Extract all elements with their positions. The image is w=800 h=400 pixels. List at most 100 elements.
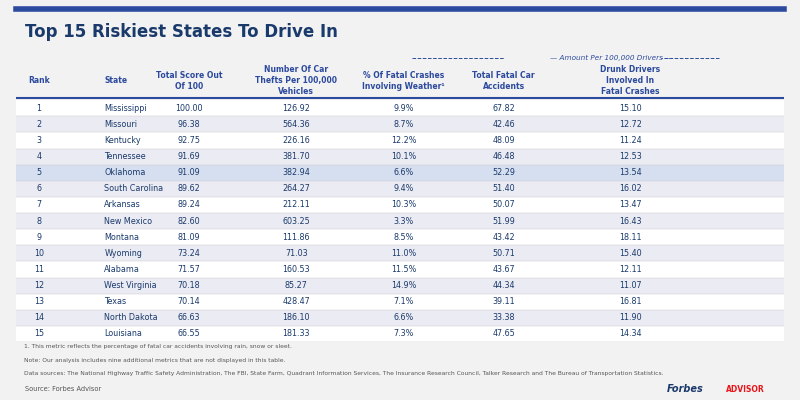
Text: 15.40: 15.40 (619, 249, 642, 258)
Bar (16, 326, 784, 342)
Text: 82.60: 82.60 (178, 217, 200, 226)
Bar (16, 181, 784, 197)
Text: 96.38: 96.38 (178, 120, 200, 129)
Bar (16, 197, 784, 213)
Text: 8.7%: 8.7% (394, 120, 414, 129)
Text: 7.3%: 7.3% (394, 330, 414, 338)
Text: West Virginia: West Virginia (104, 281, 157, 290)
Text: 51.40: 51.40 (492, 184, 515, 193)
Text: Tennessee: Tennessee (104, 152, 146, 161)
Text: Top 15 Riskiest States To Drive In: Top 15 Riskiest States To Drive In (26, 23, 338, 41)
Text: 6.6%: 6.6% (394, 313, 414, 322)
Text: 66.55: 66.55 (178, 330, 200, 338)
Text: 212.11: 212.11 (282, 200, 310, 210)
Bar (16, 245, 784, 262)
Text: 89.62: 89.62 (178, 184, 200, 193)
Text: 1. This metric reflects the percentage of fatal car accidents involving rain, sn: 1. This metric reflects the percentage o… (24, 344, 292, 348)
Text: Drunk Drivers
Involved In
Fatal Crashes: Drunk Drivers Involved In Fatal Crashes (600, 65, 661, 96)
Text: 10.1%: 10.1% (391, 152, 417, 161)
Bar (16, 229, 784, 245)
Text: 67.82: 67.82 (492, 104, 515, 113)
Text: South Carolina: South Carolina (104, 184, 163, 193)
Text: 89.24: 89.24 (178, 200, 200, 210)
Text: 50.71: 50.71 (492, 249, 515, 258)
Bar (16, 278, 784, 294)
Text: 71.57: 71.57 (178, 265, 200, 274)
Text: 92.75: 92.75 (178, 136, 200, 145)
Text: 126.92: 126.92 (282, 104, 310, 113)
Text: 16.43: 16.43 (619, 217, 642, 226)
Text: 44.34: 44.34 (493, 281, 515, 290)
Text: 43.67: 43.67 (492, 265, 515, 274)
Text: 5: 5 (37, 168, 42, 177)
Text: — Amount Per 100,000 Drivers —: — Amount Per 100,000 Drivers — (550, 55, 672, 61)
Text: 6: 6 (37, 184, 42, 193)
Text: 11.24: 11.24 (619, 136, 642, 145)
Bar (16, 148, 784, 165)
Text: Data sources: The National Highway Traffic Safety Administration, The FBI, State: Data sources: The National Highway Traff… (24, 371, 663, 376)
Bar (16, 165, 784, 181)
Text: 33.38: 33.38 (493, 313, 515, 322)
Text: 381.70: 381.70 (282, 152, 310, 161)
Text: 9.9%: 9.9% (394, 104, 414, 113)
Text: 13: 13 (34, 297, 44, 306)
Text: 564.36: 564.36 (282, 120, 310, 129)
Text: 160.53: 160.53 (282, 265, 310, 274)
Text: Forbes: Forbes (666, 384, 703, 394)
Text: Arkansas: Arkansas (104, 200, 141, 210)
Text: 12.72: 12.72 (619, 120, 642, 129)
Text: Mississippi: Mississippi (104, 104, 147, 113)
Text: 16.81: 16.81 (619, 297, 642, 306)
Text: 91.09: 91.09 (178, 168, 200, 177)
Bar (16, 213, 784, 229)
Text: 603.25: 603.25 (282, 217, 310, 226)
Text: 382.94: 382.94 (282, 168, 310, 177)
Text: 11.07: 11.07 (619, 281, 642, 290)
Text: 39.11: 39.11 (492, 297, 515, 306)
Text: 181.33: 181.33 (282, 330, 310, 338)
Text: 8: 8 (37, 217, 42, 226)
Text: 91.69: 91.69 (178, 152, 200, 161)
Text: 4: 4 (37, 152, 42, 161)
Text: 48.09: 48.09 (492, 136, 515, 145)
Text: Missouri: Missouri (104, 120, 138, 129)
Text: 70.18: 70.18 (178, 281, 200, 290)
Text: 42.46: 42.46 (492, 120, 515, 129)
Text: 8.5%: 8.5% (394, 233, 414, 242)
Text: State: State (104, 76, 127, 85)
Text: 264.27: 264.27 (282, 184, 310, 193)
Text: 111.86: 111.86 (282, 233, 310, 242)
Bar (16, 262, 784, 278)
Text: 12.2%: 12.2% (391, 136, 417, 145)
Text: Total Score Out
Of 100: Total Score Out Of 100 (155, 71, 222, 91)
Text: 46.48: 46.48 (493, 152, 515, 161)
Text: Rank: Rank (28, 76, 50, 85)
Text: 50.07: 50.07 (492, 200, 515, 210)
Bar (16, 310, 784, 326)
Text: 11.0%: 11.0% (391, 249, 417, 258)
Text: Wyoming: Wyoming (104, 249, 142, 258)
Text: New Mexico: New Mexico (104, 217, 153, 226)
Text: 3: 3 (37, 136, 42, 145)
Text: 11.90: 11.90 (619, 313, 642, 322)
Text: 51.99: 51.99 (492, 217, 515, 226)
Text: 14.34: 14.34 (619, 330, 642, 338)
Text: 18.11: 18.11 (619, 233, 642, 242)
Text: 71.03: 71.03 (285, 249, 308, 258)
Text: 66.63: 66.63 (178, 313, 200, 322)
Text: 10.3%: 10.3% (391, 200, 417, 210)
Text: 2: 2 (37, 120, 42, 129)
Bar (16, 294, 784, 310)
Text: 13.47: 13.47 (619, 200, 642, 210)
Text: % Of Fatal Crashes
Involving Weather¹: % Of Fatal Crashes Involving Weather¹ (362, 71, 446, 91)
Text: Montana: Montana (104, 233, 139, 242)
Text: Source: Forbes Advisor: Source: Forbes Advisor (26, 386, 102, 392)
Text: 428.47: 428.47 (282, 297, 310, 306)
Text: 3.3%: 3.3% (394, 217, 414, 226)
Text: 15.10: 15.10 (619, 104, 642, 113)
Text: 226.16: 226.16 (282, 136, 310, 145)
Text: 11: 11 (34, 265, 44, 274)
Text: 16.02: 16.02 (619, 184, 642, 193)
Text: 14: 14 (34, 313, 44, 322)
Text: 9.4%: 9.4% (394, 184, 414, 193)
